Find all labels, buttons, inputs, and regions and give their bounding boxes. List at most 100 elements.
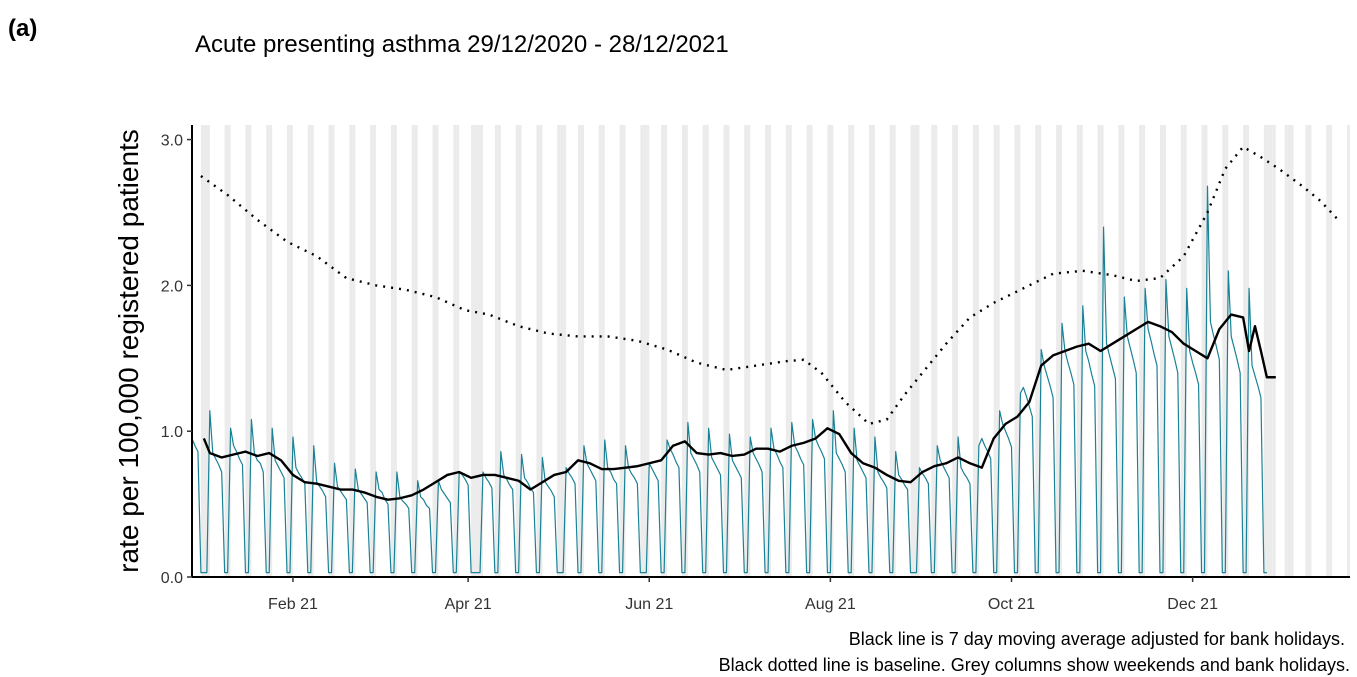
shade-column (765, 125, 769, 577)
shade-column (349, 125, 353, 577)
shade-column (996, 125, 1000, 577)
y-tick-label: 3.0 (161, 133, 183, 150)
shade-column (1017, 125, 1021, 577)
shade-column (494, 125, 498, 577)
shade-column (1222, 125, 1226, 577)
shade-column (224, 125, 228, 577)
shade-column (1284, 125, 1288, 577)
shade-column (806, 125, 810, 577)
shade-column (848, 125, 852, 577)
shade-column (269, 125, 273, 577)
shade-column (598, 125, 602, 577)
shade-column (414, 125, 418, 577)
shade-column (702, 125, 706, 577)
shade-column (747, 125, 751, 577)
line-series (191, 185, 1267, 574)
shade-column (206, 125, 210, 577)
shade-column (1225, 125, 1229, 577)
shade-column (411, 125, 415, 577)
shade-column (916, 125, 920, 577)
shade-column (827, 125, 831, 577)
shade-column (1059, 125, 1062, 577)
chart-title: Acute presenting asthma 29/12/2020 - 28/… (195, 31, 729, 58)
shade-column (1287, 125, 1291, 577)
shade-column (788, 125, 792, 577)
shade-column (557, 125, 561, 577)
shade-column (934, 125, 938, 577)
shade-column (744, 125, 748, 577)
shade-column (331, 125, 335, 577)
shade-column (809, 125, 813, 577)
shade-column (1329, 125, 1333, 577)
shade-column (1290, 125, 1294, 577)
shade-column (1142, 125, 1146, 577)
shade-column (563, 125, 567, 577)
shade-column (955, 125, 959, 577)
shade-column (1118, 125, 1122, 577)
shade-column (536, 125, 540, 577)
shade-column (203, 125, 207, 577)
shade-column (972, 125, 976, 577)
shade-column (1305, 125, 1309, 577)
shade-column (1272, 125, 1276, 577)
shade-column (480, 125, 483, 577)
shade-column (310, 125, 314, 577)
shade-column (1038, 125, 1042, 577)
x-tick-label: Jun 21 (625, 596, 673, 613)
shade-column (578, 125, 581, 577)
x-tick-label: Feb 21 (268, 596, 318, 613)
shade-column (1076, 125, 1080, 577)
shade-column (910, 125, 914, 577)
shade-column (245, 125, 249, 577)
shade-column (435, 125, 439, 577)
shade-column (646, 125, 650, 577)
shade-column (1263, 125, 1267, 577)
shade-column (851, 125, 855, 577)
shade-column (664, 125, 668, 577)
y-tick-label: 1.0 (161, 424, 183, 441)
shade-column (768, 125, 771, 577)
shade-column (1162, 125, 1166, 577)
shade-column (1201, 125, 1205, 577)
shade-column (580, 125, 584, 577)
line-series (202, 313, 1276, 501)
shade-column (913, 125, 917, 577)
shade-column (390, 125, 394, 577)
shade-column (1269, 125, 1273, 577)
x-tick-label: Dec 21 (1167, 596, 1218, 613)
shade-column (1246, 125, 1250, 577)
shade-column (1243, 125, 1247, 577)
shade-column (1308, 125, 1312, 577)
shade-column (1183, 125, 1187, 577)
shade-column (1139, 125, 1143, 577)
shade-column (830, 125, 834, 577)
shade-column (601, 125, 605, 577)
shade-column (892, 125, 896, 577)
shade-column (515, 125, 519, 577)
shade-column (1056, 125, 1060, 577)
shade-column (622, 125, 626, 577)
shade-column (619, 125, 623, 577)
shade-column (1035, 125, 1039, 577)
y-tick-label: 0.0 (161, 570, 183, 587)
shade-column (432, 125, 436, 577)
shade-column (560, 125, 564, 577)
shade-column (518, 125, 522, 577)
shade-column (684, 125, 688, 577)
shade-column (1347, 125, 1350, 577)
note: Black line is 7 day moving average adjus… (849, 629, 1345, 649)
shade-column (200, 125, 204, 577)
shade-column (975, 125, 979, 577)
shade-column (1079, 125, 1083, 577)
shade-column (681, 125, 685, 577)
shade-column (456, 125, 460, 577)
shade-column (868, 125, 872, 577)
shade-column (1159, 125, 1163, 577)
shade-column (1180, 125, 1184, 577)
shade-column (352, 125, 356, 577)
shade-column (726, 125, 730, 577)
shade-column (1266, 125, 1270, 577)
shade-column (453, 125, 457, 577)
shade-column (497, 125, 501, 577)
